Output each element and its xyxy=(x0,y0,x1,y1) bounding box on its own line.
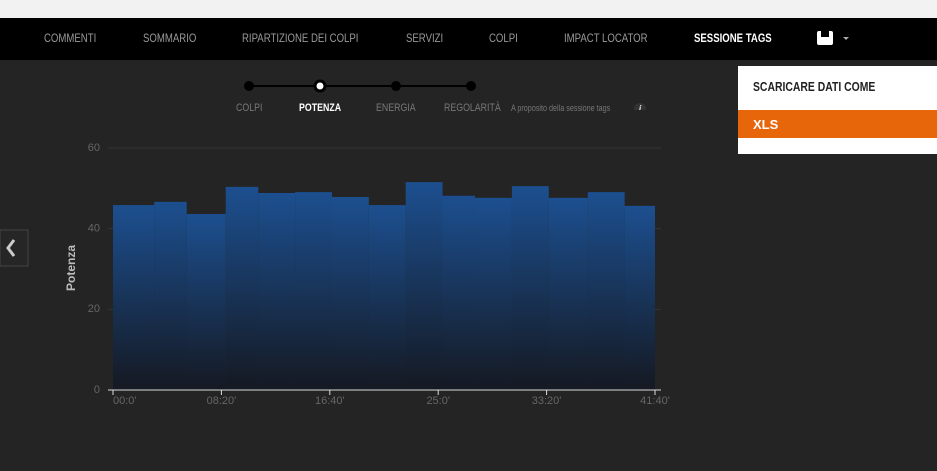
bar xyxy=(368,206,406,390)
back-button[interactable] xyxy=(0,229,29,267)
tab[interactable]: ENERGIA xyxy=(376,102,416,114)
download-icon[interactable] xyxy=(815,28,855,48)
bar xyxy=(186,214,226,390)
x-tick-label: 16:40' xyxy=(315,395,345,407)
bar xyxy=(442,196,476,390)
x-tick-label: 33:20' xyxy=(532,395,562,407)
about-link[interactable]: A proposito della sessione tags xyxy=(511,103,611,113)
tab[interactable]: REGOLARITÀ xyxy=(444,102,501,114)
x-tick-label: 08:20' xyxy=(207,395,237,407)
nav-item[interactable]: SOMMARIO xyxy=(143,31,197,45)
y-tick-label: 40 xyxy=(88,223,100,235)
nav-item[interactable]: IMPACT LOCATOR xyxy=(564,31,648,45)
bar xyxy=(154,202,187,390)
bar xyxy=(331,198,369,390)
y-axis-label: Potenza xyxy=(64,245,78,291)
chart: Potenza 0 20 40 60 00:0' 08:20' 16:40' 25:0' 33:… xyxy=(0,142,670,407)
bar xyxy=(405,183,443,390)
tab[interactable]: COLPI xyxy=(236,102,263,114)
dropdown-option[interactable]: XLS xyxy=(738,110,937,138)
dropdown-title: SCARICARE DATI COME xyxy=(753,79,876,94)
nav-item[interactable]: SESSIONE TAGS xyxy=(694,31,772,45)
nav-item[interactable]: RIPARTIZIONE DEI COLPI xyxy=(242,31,359,45)
y-tick-label: 60 xyxy=(88,142,100,154)
bar xyxy=(511,187,549,390)
bar xyxy=(624,206,655,390)
bar xyxy=(225,187,259,390)
x-tick-label: 25:0' xyxy=(426,395,450,407)
bar xyxy=(587,193,625,390)
x-tick-label: 41:40' xyxy=(640,395,670,407)
nav-item[interactable]: COLPI xyxy=(489,31,518,45)
bar xyxy=(295,193,332,390)
nav-bar: COMMENTI SOMMARIO RIPARTIZIONE DEI COLPI… xyxy=(0,18,937,60)
y-tick-label: 20 xyxy=(88,303,100,315)
x-tick-label: 00:0' xyxy=(113,395,137,407)
y-tick-label: 0 xyxy=(94,384,100,396)
bar xyxy=(475,198,512,390)
nav-item[interactable]: SERVIZI xyxy=(406,31,444,45)
nav-item[interactable]: COMMENTI xyxy=(44,31,97,45)
bar xyxy=(258,193,296,390)
bar xyxy=(113,206,155,390)
tab[interactable]: POTENZA xyxy=(299,102,342,114)
tab-track: i xyxy=(244,79,646,110)
browser-strip xyxy=(0,0,937,18)
dropdown: SCARICARE DATI COME XLS xyxy=(738,66,937,154)
bar xyxy=(548,198,588,390)
option-label[interactable]: XLS xyxy=(753,117,779,132)
svg-text:i: i xyxy=(639,103,642,110)
